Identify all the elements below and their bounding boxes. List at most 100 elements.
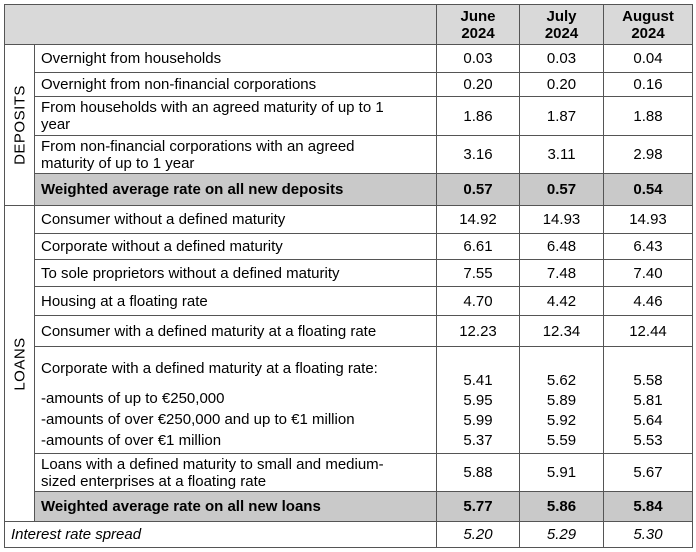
label-line: To sole proprietors without a defined ma… <box>41 264 340 282</box>
value-cell: 2.98 <box>603 135 693 174</box>
value: 0.04 <box>633 50 663 67</box>
total-value: 0.57 <box>519 173 604 206</box>
value-cell: 3.11 <box>519 135 604 174</box>
data-row: Consumer with a defined maturity at a fl… <box>5 315 693 347</box>
value: 12.44 <box>629 322 667 340</box>
value: 6.61 <box>463 238 493 255</box>
label-line: Corporate without a defined maturity <box>41 238 283 255</box>
value-line: 5.64 <box>633 412 663 429</box>
value-line: 5.59 <box>546 432 577 449</box>
data-row: From non-financial corporations with an … <box>5 135 693 174</box>
value-cell: 0.20 <box>519 72 604 97</box>
header-line: 2024 <box>631 24 665 42</box>
spread-value: 5.29 <box>519 521 604 548</box>
value: 2.98 <box>633 146 663 163</box>
data-row: DEPOSITS Overnight from households 0.03 0.0… <box>4 44 693 206</box>
value: 14.92 <box>459 211 497 228</box>
header-line: 2024 <box>544 24 579 42</box>
value: 14.93 <box>629 211 667 228</box>
total-value: 5.84 <box>603 491 693 522</box>
label-line: Overnight from non-financial corporation… <box>41 76 317 93</box>
value-line: 5.41 <box>463 372 493 389</box>
spread-value: 5.20 <box>436 521 520 548</box>
value-cell: 14.93 <box>519 205 604 234</box>
value-cell: 5.62 5.89 5.92 5.59 <box>519 346 604 454</box>
spread-label: Interest rate spread <box>4 521 437 548</box>
value: 4.70 <box>463 292 493 310</box>
value-cell: 7.55 <box>436 259 520 287</box>
value: 4.46 <box>633 292 663 310</box>
value: 5.67 <box>633 464 663 481</box>
row-label: Overnight from non-financial corporation… <box>34 72 437 97</box>
value-line: 5.99 <box>463 412 493 429</box>
value-line: 5.95 <box>463 392 493 409</box>
value-cell: 5.41 5.95 5.99 5.37 <box>436 346 520 454</box>
table-wrapper: June 2024 July 2024 August 2024 DEPOSITS Overni… <box>4 4 693 548</box>
row-label: Consumer with a defined maturity at a fl… <box>34 315 437 347</box>
label-line: -amounts of over €1 million <box>41 432 222 449</box>
value: 0.20 <box>463 76 493 93</box>
spread-value: 5.30 <box>603 521 693 548</box>
value-cell: 5.91 <box>519 453 604 492</box>
label-line: From non-financial corporations with an … <box>41 137 355 155</box>
total-row: Weighted average rate on all new deposit… <box>5 173 693 206</box>
column-header: August 2024 <box>603 4 693 45</box>
value: 0.20 <box>546 76 577 93</box>
section-cell: LOANS <box>4 205 35 522</box>
value-cell: 7.48 <box>519 259 604 287</box>
total-value: 0.57 <box>436 173 520 206</box>
data-row: Housing at a floating rate 4.70 4.42 4.46 <box>5 286 693 316</box>
label-line: maturity of up to 1 year <box>41 154 195 172</box>
total-value: 5.77 <box>436 491 520 522</box>
value-line: 5.92 <box>546 412 577 429</box>
data-row: Corporate without a defined maturity 6.61… <box>5 233 693 260</box>
value: 4.42 <box>546 292 577 310</box>
row-label: From non-financial corporations with an … <box>34 135 437 174</box>
header-line: 2024 <box>461 24 495 42</box>
corner-cell <box>4 4 437 45</box>
row-label: Overnight from households <box>34 44 437 73</box>
value: 7.55 <box>463 264 493 282</box>
value-cell: 6.48 <box>519 233 604 260</box>
label-line: Consumer with a defined maturity at a fl… <box>41 322 377 340</box>
value-cell: 14.93 <box>603 205 693 234</box>
row-label: To sole proprietors without a defined ma… <box>34 259 437 287</box>
value-line: 5.37 <box>463 432 493 449</box>
value-cell: 5.58 5.81 5.64 5.53 <box>603 346 693 454</box>
rates-table: June 2024 July 2024 August 2024 DEPOSITS Overni… <box>4 4 693 548</box>
value: 6.43 <box>633 238 663 255</box>
value-cell: 12.34 <box>519 315 604 347</box>
data-row: Corporate with a defined maturity at a f… <box>5 346 693 454</box>
label-line: -amounts of over €250,000 and up to €1 m… <box>41 411 355 428</box>
header-line: July <box>546 7 577 25</box>
value: 12.23 <box>459 322 497 340</box>
value-cell: 4.70 <box>436 286 520 316</box>
value: 0.03 <box>463 50 493 67</box>
value: 1.87 <box>546 107 577 125</box>
value-cell: 12.44 <box>603 315 693 347</box>
value: 1.86 <box>463 107 493 125</box>
row-label: Housing at a floating rate <box>34 286 437 316</box>
value-cell: 4.46 <box>603 286 693 316</box>
value: 3.16 <box>463 146 493 163</box>
value-cell: 7.40 <box>603 259 693 287</box>
header-line: June <box>460 7 496 25</box>
value-line: 5.53 <box>633 432 663 449</box>
value-line: 5.89 <box>546 392 577 409</box>
label-line: -amounts of up to €250,000 <box>41 390 225 407</box>
section-label: LOANS <box>11 336 28 391</box>
label-line: Corporate with a defined maturity at a f… <box>41 360 378 377</box>
value-line: 5.81 <box>633 392 663 409</box>
data-row: From households with an agreed maturity … <box>5 96 693 136</box>
spread-row: Interest rate spread 5.20 5.29 5.30 <box>4 521 693 548</box>
value: 1.88 <box>633 107 663 125</box>
label-line: Consumer without a defined maturity <box>41 211 286 228</box>
total-value: 0.54 <box>603 173 693 206</box>
value-cell: 0.03 <box>519 44 604 73</box>
value-cell: 1.87 <box>519 96 604 136</box>
label-line: sized enterprises at a floating rate <box>41 472 267 490</box>
total-label: Weighted average rate on all new loans <box>34 491 437 522</box>
total-label: Weighted average rate on all new deposit… <box>34 173 437 206</box>
value: 5.91 <box>546 464 577 481</box>
value-cell: 12.23 <box>436 315 520 347</box>
